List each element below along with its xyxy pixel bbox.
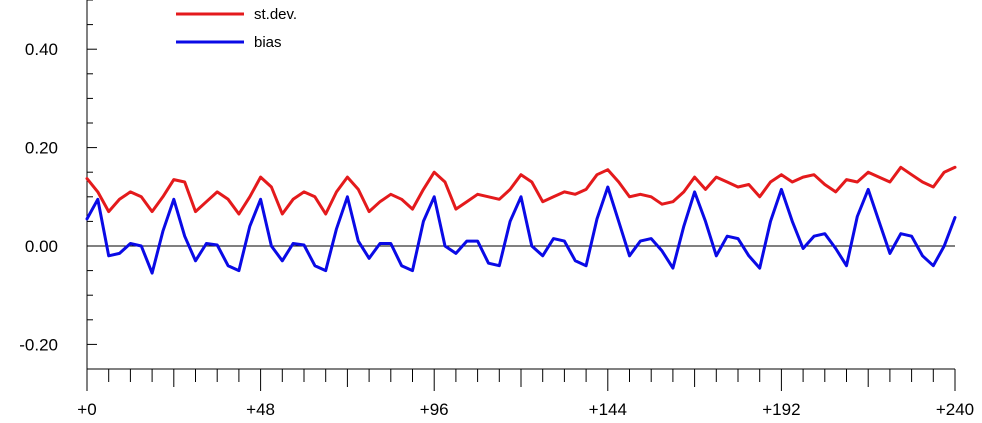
y-tick-label: 0.20 (25, 139, 58, 158)
legend: st.dev. bias (176, 6, 297, 51)
x-tick-label: +96 (420, 400, 449, 419)
x-tick-label: +144 (589, 400, 627, 419)
tick-labels: 0.40 0.20 0.00 -0.20 +0 +48 +96 +144 +192 +240 (19, 40, 974, 419)
legend-label: st.dev. (254, 6, 297, 23)
y-tick-label: -0.20 (19, 335, 58, 354)
series-layer (85, 165, 957, 275)
series-line-bias (85, 185, 957, 275)
x-tick-label: +192 (762, 400, 800, 419)
x-tick-label: +0 (77, 400, 96, 419)
legend-label: bias (254, 34, 282, 51)
x-tick-label: +240 (936, 400, 974, 419)
x-tick-label: +48 (246, 400, 275, 419)
y-tick-label: 0.00 (25, 237, 58, 256)
y-tick-label: 0.40 (25, 40, 58, 59)
series-line-st-dev- (85, 165, 957, 216)
axes (86, 0, 956, 391)
